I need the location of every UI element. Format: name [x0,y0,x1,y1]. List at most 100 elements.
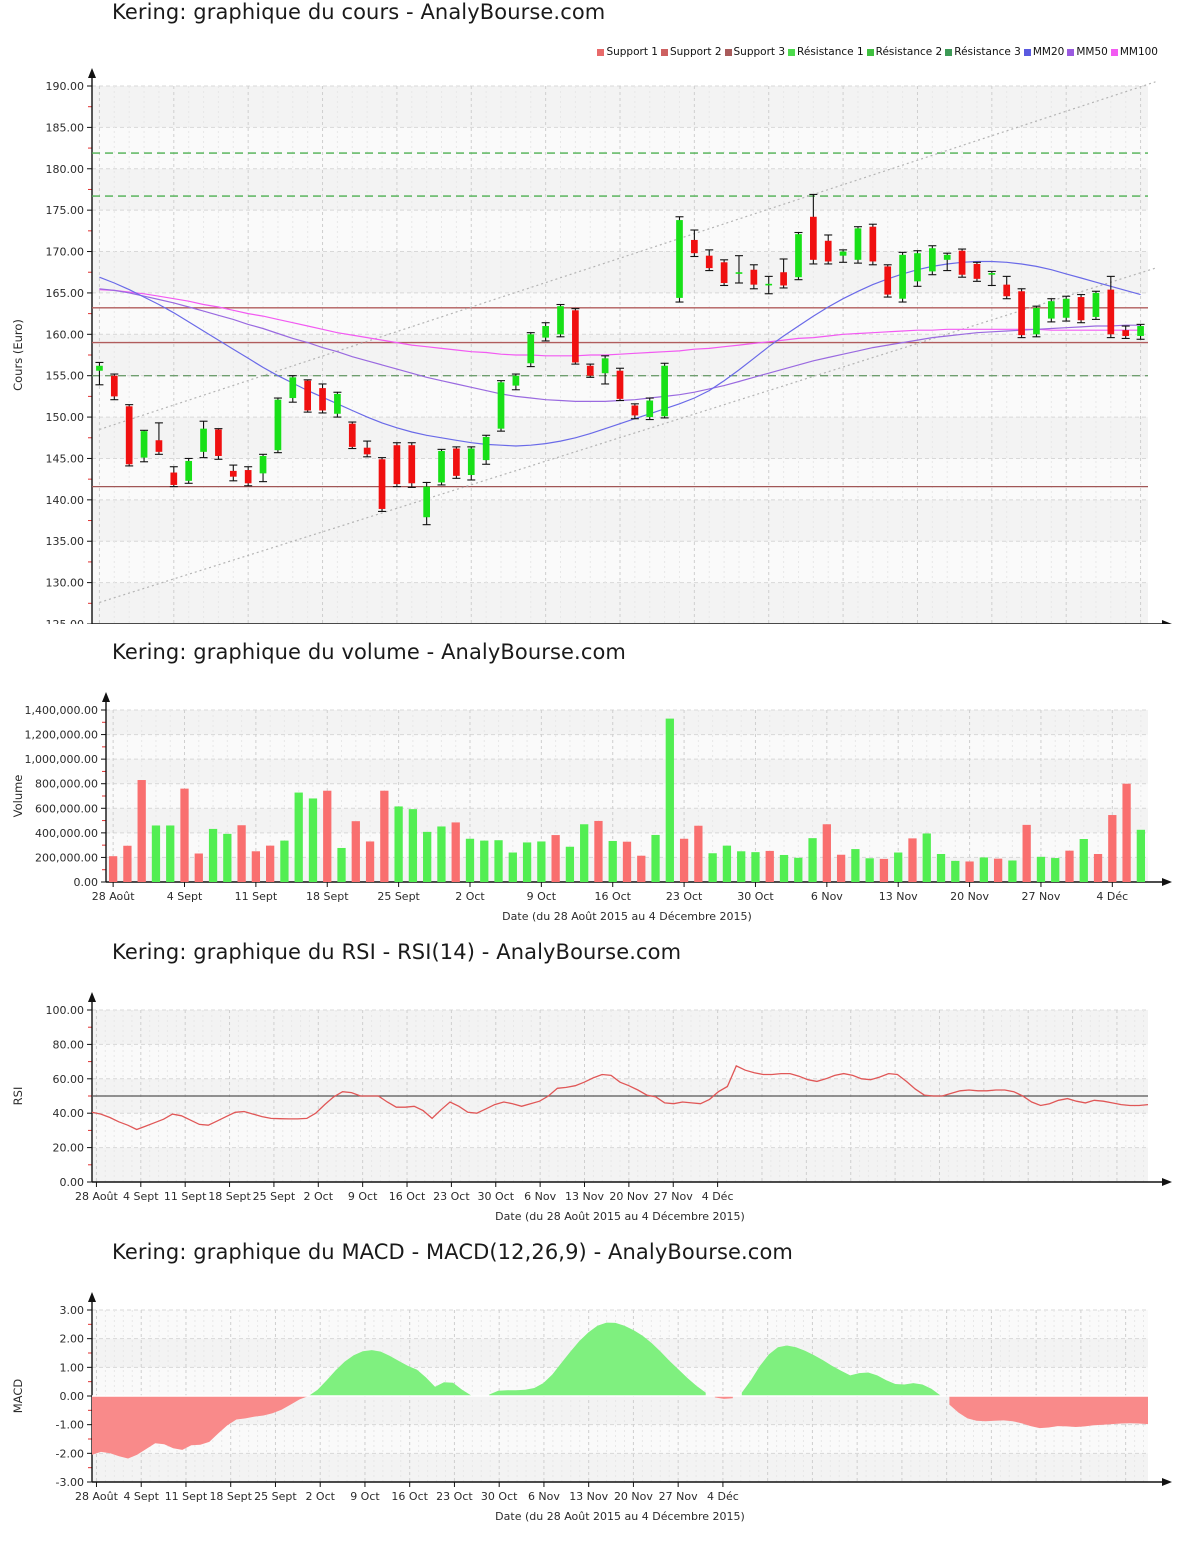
candlestick [467,446,476,481]
candlestick [928,245,937,276]
y-axis-tick-label: 185.00 [46,121,85,134]
candlestick [392,442,401,488]
candlestick [809,193,818,265]
candle-body [1033,307,1040,335]
volume-bar [665,718,674,882]
volume-bar [1065,850,1074,882]
volume-bar [765,850,774,882]
x-axis-tick-label: 20 Nov [614,1490,653,1503]
candle-body [1003,284,1011,297]
candle-body [750,269,758,285]
candlestick [749,264,758,290]
candlestick [1136,323,1145,340]
legend-item-r-sistance-3[interactable]: Résistance 3 [945,46,1021,58]
macd-plot[interactable]: -3.00 -2.00 -1.00 0.00 1.00 2.00 3.00 28 Août 4 … [0,1264,1200,1529]
candlestick [541,322,550,342]
candle-body [200,428,207,452]
price-plot-wrap: 125.00 130.00 135.00 140.00 145.00 150.00 155.… [0,24,1200,624]
volume-bar [851,849,860,882]
x-axis-tick-label: 27 Nov [654,1190,693,1203]
candle-body [854,228,862,260]
legend-label: Support 2 [669,46,722,58]
candlestick [348,421,357,450]
candle-body [1062,298,1070,318]
candle-body [646,400,654,418]
candle-body [408,445,416,484]
candle-body [705,255,713,269]
y-axis-arrow-icon [88,68,96,78]
candle-body [170,472,178,485]
x-axis-tick-label: 13 Nov [879,890,918,903]
volume-bar [922,833,931,882]
macd-negative-area [714,1396,733,1399]
candlestick [511,373,520,391]
macd-positive-area [489,1322,706,1396]
x-axis-tick-label: 9 Oct [348,1190,378,1203]
legend-swatch-icon [866,49,874,56]
volume-bar [779,854,789,882]
candle-body [616,370,624,399]
candle-body [393,445,401,485]
y-axis-tick-label: 175.00 [46,204,85,217]
candle-body [795,234,802,278]
y-axis-tick-label: 145.00 [46,452,85,465]
y-axis-arrow-icon [88,992,96,1002]
x-axis-tick-label: 23 Oct [433,1190,470,1203]
x-axis-arrow-icon [1162,1178,1172,1186]
y-axis-tick-label: -3.00 [56,1476,84,1489]
candlestick [556,303,565,338]
volume-bar [1093,853,1103,882]
x-axis-arrow-icon [1162,878,1172,886]
candlestick [1047,298,1056,323]
legend-item-support-2[interactable]: Support 2 [660,46,722,58]
plot-band [92,1424,1148,1454]
legend-item-support-3[interactable]: Support 3 [724,46,785,58]
candle-body [691,239,698,254]
y-axis-arrow-icon [102,692,110,702]
candlestick [824,234,833,265]
volume-bar [380,790,389,882]
y-axis-tick-label: 0.00 [74,876,99,889]
candle-body [363,447,371,455]
price-chart-section: Kering: graphique du cours - AnalyBourse… [0,0,1200,640]
legend-item-r-sistance-2[interactable]: Résistance 2 [866,46,942,58]
legend-item-mm20[interactable]: MM20 [1023,46,1064,58]
candle-body [586,365,594,376]
volume-plot[interactable]: 0.00 200,000.00 400,000.00 600,000.00 800,00… [0,664,1200,929]
candlestick [645,397,654,421]
candlestick [526,332,535,368]
candlestick [497,380,506,432]
x-axis-tick-label: 11 Sept [165,1490,208,1503]
candle-body [215,429,222,456]
volume-bar [936,853,946,882]
legend-item-mm50[interactable]: MM50 [1067,46,1108,58]
legend-swatch-icon [660,49,668,56]
x-axis-tick-label: 11 Sept [164,1190,207,1203]
volume-bar [822,824,831,882]
x-axis-tick-label: 28 Août [75,1190,119,1203]
legend-swatch-icon [724,49,732,56]
candlestick [169,466,178,488]
candlestick [839,249,848,263]
volume-bar [737,851,746,882]
candle-body [839,251,847,256]
y-axis-tick-label: 3.00 [60,1304,85,1317]
candlestick [1077,294,1086,324]
volume-bar [1079,839,1088,882]
legend-item-mm100[interactable]: MM100 [1110,46,1158,58]
price-plot[interactable]: 125.00 130.00 135.00 140.00 145.00 150.00 155.… [0,24,1200,624]
y-axis-title: RSI [11,1087,25,1106]
volume-bar [808,838,817,882]
legend-swatch-icon [597,49,605,56]
volume-bar [208,828,218,882]
candlestick [110,373,119,401]
candlestick [333,391,342,418]
candle-body [438,451,445,483]
volume-bar [1036,856,1046,882]
y-axis-title: Volume [11,775,25,818]
x-axis-tick-label: 13 Nov [565,1190,604,1203]
rsi-plot[interactable]: 0.00 20.00 40.00 60.00 80.00 100.00 28 Août 4 S… [0,964,1200,1229]
candlestick [601,355,610,385]
legend-item-support-1[interactable]: Support 1 [597,46,658,58]
legend-item-r-sistance-1[interactable]: Résistance 1 [788,46,864,58]
